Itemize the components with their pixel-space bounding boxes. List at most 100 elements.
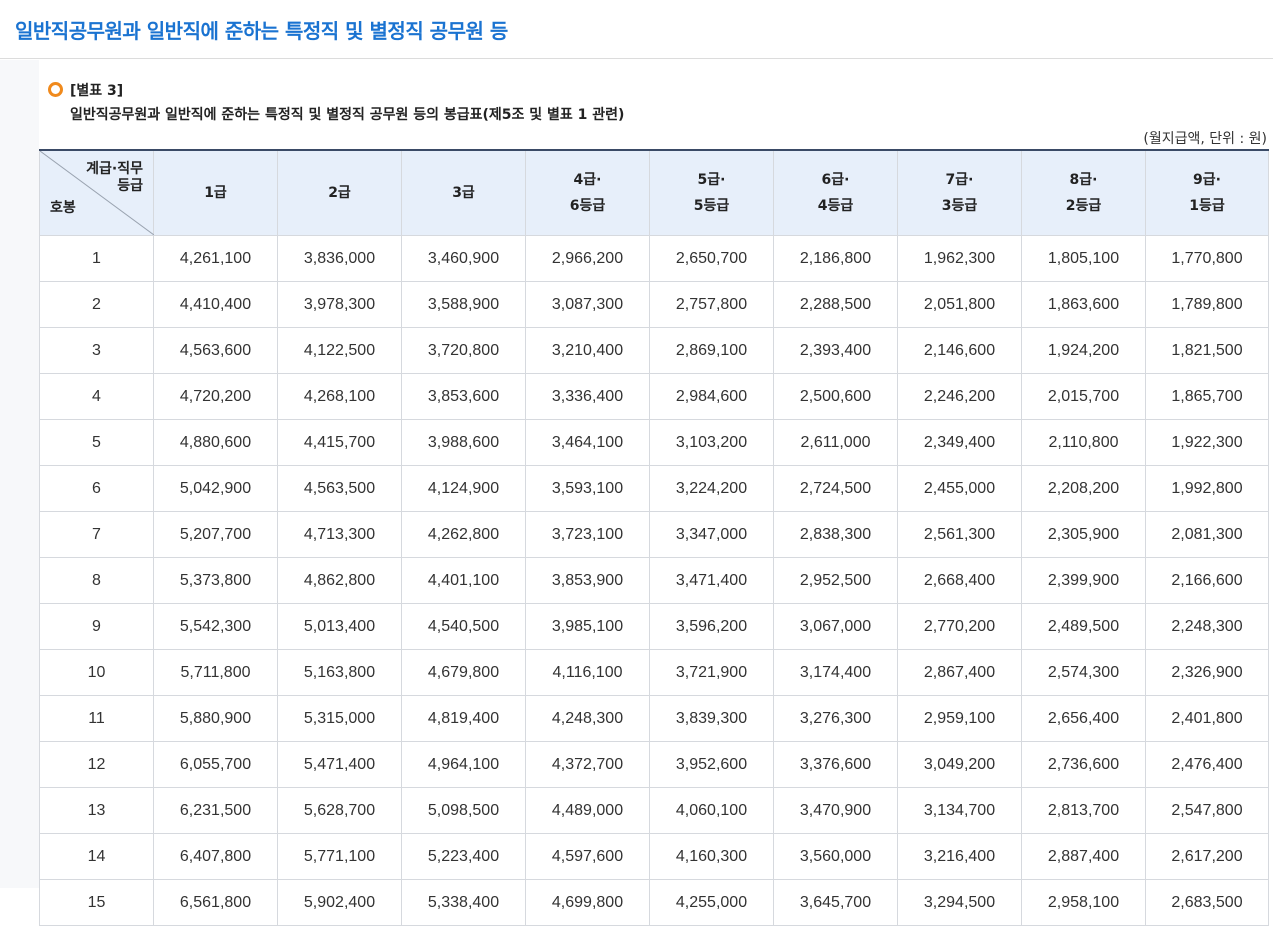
salary-cell: 5,163,800 (277, 649, 402, 696)
salary-cell: 1,962,300 (897, 235, 1022, 282)
salary-cell: 5,315,000 (277, 695, 402, 742)
column-header-line: 4급· (573, 172, 602, 188)
column-header-line: 8급· (1069, 172, 1098, 188)
salary-cell: 4,489,000 (525, 787, 650, 834)
salary-cell: 5,542,300 (153, 603, 278, 650)
salary-cell: 2,757,800 (649, 281, 774, 328)
salary-cell: 2,081,300 (1145, 511, 1269, 558)
salary-cell: 1,789,800 (1145, 281, 1269, 328)
corner-rank-line2: 등급 (117, 178, 143, 194)
salary-cell: 3,853,600 (401, 373, 526, 420)
column-header-line: 7급· (945, 172, 974, 188)
table-row: 7 5,207,700 4,713,300 4,262,800 3,723,100 3,3… (39, 511, 1269, 558)
salary-cell: 3,721,900 (649, 649, 774, 696)
table-description: 일반직공무원과 일반직에 준하는 특정직 및 별정직 공무원 등의 봉급표(제5… (70, 107, 625, 123)
salary-cell: 6,561,800 (153, 879, 278, 926)
step-cell: 1 (39, 235, 154, 282)
salary-cell: 4,964,100 (401, 741, 526, 788)
table-row: 6 5,042,900 4,563,500 4,124,900 3,593,100 3,2… (39, 465, 1269, 512)
salary-cell: 3,588,900 (401, 281, 526, 328)
step-cell: 3 (39, 327, 154, 374)
step-cell: 5 (39, 419, 154, 466)
column-header-4: 4급· 6등급 (525, 149, 650, 236)
salary-cell: 3,471,400 (649, 557, 774, 604)
salary-cell: 2,966,200 (525, 235, 650, 282)
salary-cell: 5,880,900 (153, 695, 278, 742)
column-header-2: 2급 (277, 149, 402, 236)
salary-cell: 4,160,300 (649, 833, 774, 880)
salary-cell: 5,628,700 (277, 787, 402, 834)
table-row: 3 4,563,600 4,122,500 3,720,800 3,210,400 2,8… (39, 327, 1269, 374)
salary-cell: 4,410,400 (153, 281, 278, 328)
table-row: 15 6,561,800 5,902,400 5,338,400 4,699,800 4,… (39, 879, 1269, 926)
column-header-line: 6등급 (569, 198, 606, 214)
salary-cell: 2,561,300 (897, 511, 1022, 558)
salary-cell: 5,042,900 (153, 465, 278, 512)
salary-cell: 2,288,500 (773, 281, 898, 328)
salary-cell: 5,902,400 (277, 879, 402, 926)
salary-cell: 3,560,000 (773, 833, 898, 880)
salary-cell: 3,347,000 (649, 511, 774, 558)
salary-cell: 1,770,800 (1145, 235, 1269, 282)
salary-cell: 6,407,800 (153, 833, 278, 880)
column-header-line: 3등급 (941, 198, 978, 214)
column-header-line: 9급· (1193, 172, 1221, 188)
table-body: 1 4,261,100 3,836,000 3,460,900 2,966,200 2,6… (39, 235, 1269, 926)
salary-cell: 3,985,100 (525, 603, 650, 650)
column-header-line: 6급· (821, 172, 850, 188)
salary-cell: 1,863,600 (1021, 281, 1146, 328)
step-cell: 7 (39, 511, 154, 558)
salary-cell: 3,276,300 (773, 695, 898, 742)
salary-cell: 4,713,300 (277, 511, 402, 558)
salary-cell: 1,865,700 (1145, 373, 1269, 420)
salary-cell: 2,489,500 (1021, 603, 1146, 650)
table-row: 13 6,231,500 5,628,700 5,098,500 4,489,000 4,… (39, 787, 1269, 834)
salary-cell: 4,262,800 (401, 511, 526, 558)
salary-cell: 2,547,800 (1145, 787, 1269, 834)
step-cell: 15 (39, 879, 154, 926)
step-cell: 12 (39, 741, 154, 788)
salary-cell: 5,373,800 (153, 557, 278, 604)
salary-cell: 3,952,600 (649, 741, 774, 788)
salary-cell: 3,210,400 (525, 327, 650, 374)
salary-cell: 2,668,400 (897, 557, 1022, 604)
salary-cell: 1,821,500 (1145, 327, 1269, 374)
step-cell: 6 (39, 465, 154, 512)
corner-rank-label: 계급·직무 등급 (86, 161, 143, 195)
salary-cell: 2,455,000 (897, 465, 1022, 512)
page-title: 일반직공무원과 일반직에 준하는 특정직 및 별정직 공무원 등 (15, 18, 508, 43)
column-header-line: 5등급 (693, 198, 730, 214)
salary-cell: 2,500,600 (773, 373, 898, 420)
column-header-9: 9급· 1등급 (1145, 149, 1269, 236)
salary-cell: 4,540,500 (401, 603, 526, 650)
salary-cell: 3,978,300 (277, 281, 402, 328)
salary-cell: 4,268,100 (277, 373, 402, 420)
salary-cell: 4,597,600 (525, 833, 650, 880)
column-header-1: 1급 (153, 149, 278, 236)
salary-cell: 5,711,800 (153, 649, 278, 696)
salary-cell: 2,958,100 (1021, 879, 1146, 926)
salary-cell: 2,305,900 (1021, 511, 1146, 558)
salary-cell: 6,231,500 (153, 787, 278, 834)
salary-cell: 3,593,100 (525, 465, 650, 512)
unit-note: (월지급액, 단위 : 원) (1143, 131, 1267, 147)
salary-cell: 2,051,800 (897, 281, 1022, 328)
salary-cell: 2,611,000 (773, 419, 898, 466)
salary-cell: 4,880,600 (153, 419, 278, 466)
step-cell: 13 (39, 787, 154, 834)
column-header-line: 1등급 (1189, 198, 1225, 214)
salary-cell: 4,248,300 (525, 695, 650, 742)
column-header-line: 5급· (697, 172, 726, 188)
salary-cell: 3,103,200 (649, 419, 774, 466)
salary-cell: 5,471,400 (277, 741, 402, 788)
salary-cell: 4,819,400 (401, 695, 526, 742)
salary-cell: 5,207,700 (153, 511, 278, 558)
pay-scale-table: 계급·직무 등급 호봉 1급 2급 3급 4급· 6등급 5급· 5등급 6급· 4등급 7급· 3… (39, 149, 1269, 926)
salary-cell: 3,720,800 (401, 327, 526, 374)
column-header-line: 2급 (328, 185, 351, 201)
salary-cell: 2,984,600 (649, 373, 774, 420)
salary-cell: 2,186,800 (773, 235, 898, 282)
salary-cell: 3,336,400 (525, 373, 650, 420)
salary-cell: 2,724,500 (773, 465, 898, 512)
table-row: 11 5,880,900 5,315,000 4,819,400 4,248,300 3,… (39, 695, 1269, 742)
